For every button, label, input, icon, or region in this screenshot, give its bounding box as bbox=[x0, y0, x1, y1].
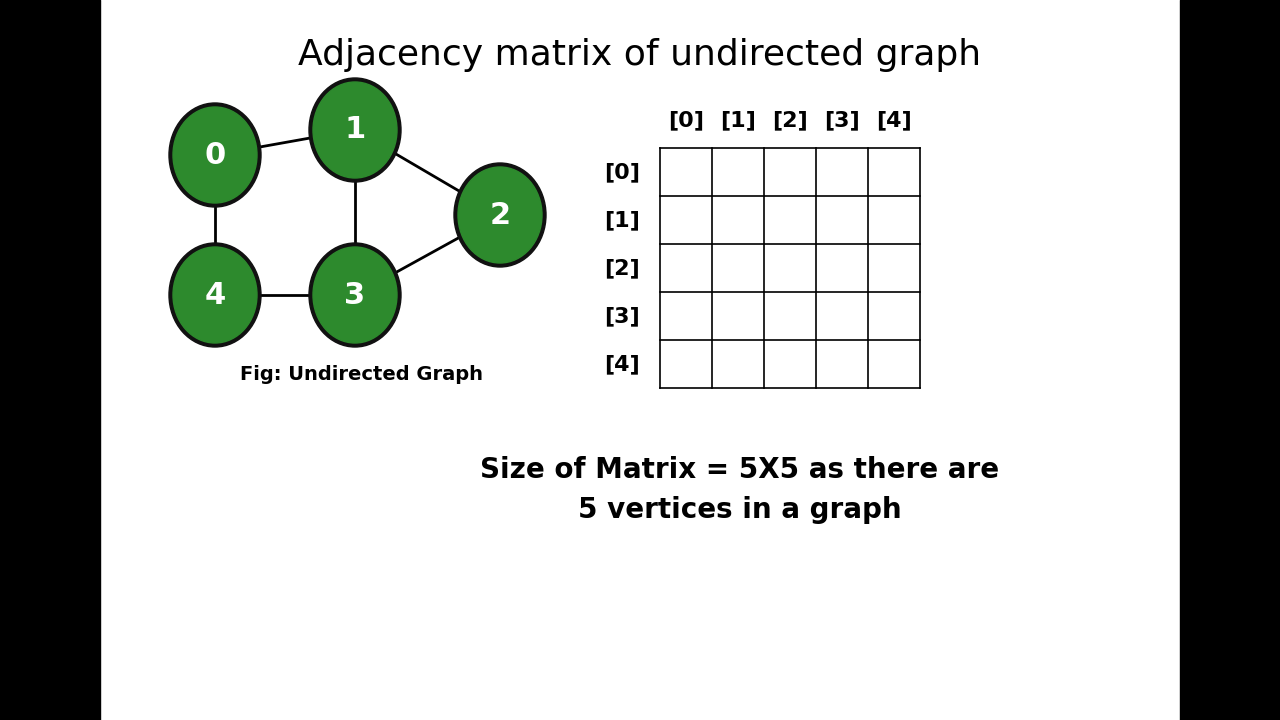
Text: [4]: [4] bbox=[604, 354, 640, 374]
Ellipse shape bbox=[173, 247, 257, 343]
Text: [1]: [1] bbox=[721, 110, 756, 130]
Ellipse shape bbox=[308, 243, 401, 347]
Text: [2]: [2] bbox=[772, 110, 808, 130]
Text: 5 vertices in a graph: 5 vertices in a graph bbox=[579, 496, 902, 524]
Text: Size of Matrix = 5X5 as there are: Size of Matrix = 5X5 as there are bbox=[480, 456, 1000, 484]
Text: [3]: [3] bbox=[604, 306, 640, 326]
Ellipse shape bbox=[314, 247, 397, 343]
Text: [3]: [3] bbox=[824, 110, 860, 130]
Text: 4: 4 bbox=[205, 281, 225, 310]
Ellipse shape bbox=[308, 78, 401, 182]
Ellipse shape bbox=[169, 243, 261, 347]
Ellipse shape bbox=[458, 167, 541, 263]
Ellipse shape bbox=[173, 107, 257, 203]
Text: [1]: [1] bbox=[604, 210, 640, 230]
Text: [4]: [4] bbox=[876, 110, 911, 130]
Text: 1: 1 bbox=[344, 115, 366, 145]
Text: Fig: Undirected Graph: Fig: Undirected Graph bbox=[241, 366, 483, 384]
Text: 3: 3 bbox=[344, 281, 366, 310]
Text: 0: 0 bbox=[205, 140, 225, 169]
Ellipse shape bbox=[454, 163, 547, 267]
Ellipse shape bbox=[314, 82, 397, 178]
Text: 2: 2 bbox=[489, 200, 511, 230]
Text: [0]: [0] bbox=[604, 162, 640, 182]
Ellipse shape bbox=[169, 103, 261, 207]
Text: [2]: [2] bbox=[604, 258, 640, 278]
Text: [0]: [0] bbox=[668, 110, 704, 130]
Text: Adjacency matrix of undirected graph: Adjacency matrix of undirected graph bbox=[298, 38, 982, 72]
